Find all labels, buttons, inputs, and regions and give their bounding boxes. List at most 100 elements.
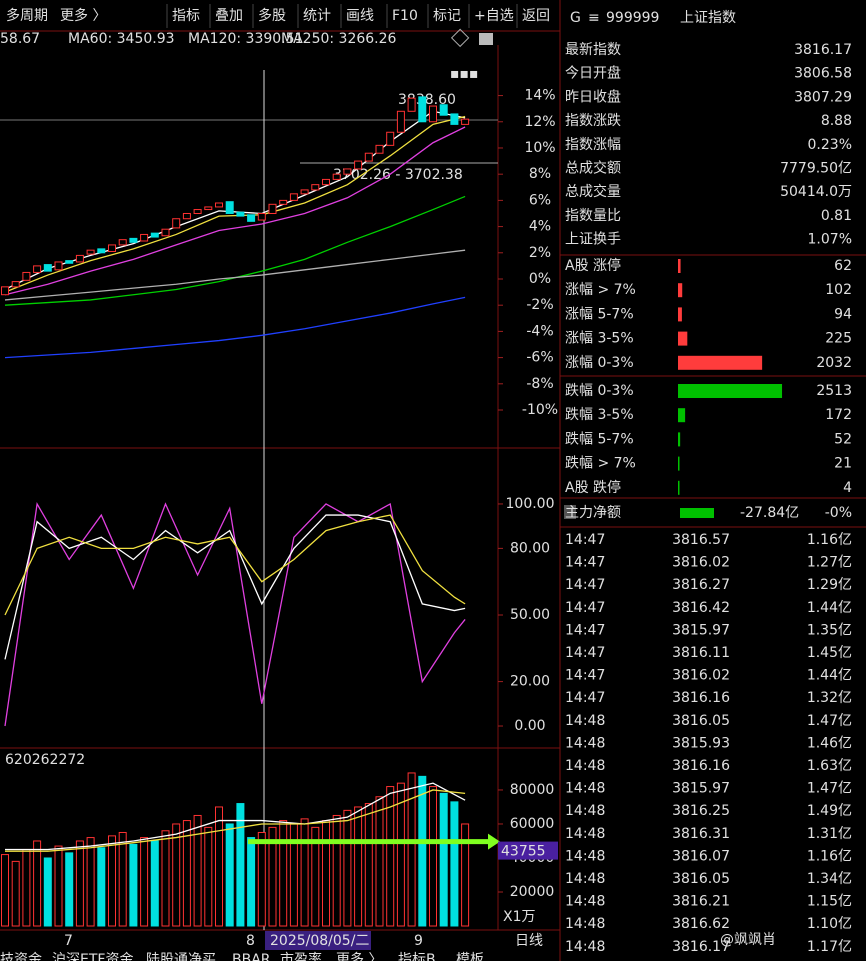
breadth-label: 跌幅 > 7%	[565, 456, 636, 472]
breadth-bar	[678, 408, 686, 423]
x-tick-label: 2025/08/05/二	[270, 933, 369, 949]
quote-value: 3807.29	[794, 89, 852, 105]
trade-time: 14:47	[565, 532, 605, 548]
quote-value: 50414.0万	[780, 184, 852, 200]
trade-price: 3816.05	[672, 713, 730, 729]
stock-code: 999999	[606, 10, 659, 26]
toolbar-button[interactable]: 统计	[303, 8, 331, 24]
quote-value: 3806.58	[794, 66, 852, 82]
bottom-tab[interactable]: BBAR	[232, 952, 271, 961]
breadth-value: 2032	[816, 355, 852, 371]
trade-time: 14:48	[565, 803, 605, 819]
quote-value: 0.81	[821, 208, 852, 224]
watermark: @飒飒肖	[720, 932, 776, 948]
breadth-bar	[678, 456, 680, 471]
trade-amount: 1.44亿	[807, 668, 852, 684]
trade-price: 3816.62	[672, 916, 730, 932]
trade-amount: 1.15亿	[807, 894, 852, 910]
trade-amount: 1.47亿	[807, 781, 852, 797]
volume-bar	[375, 796, 384, 927]
trade-price: 3816.02	[672, 555, 730, 571]
low-label: 3702.26 - 3702.38	[333, 167, 463, 183]
candle	[118, 239, 127, 246]
diamond-icon[interactable]	[450, 28, 470, 48]
bottom-tab[interactable]: 更多 〉	[336, 951, 382, 961]
breadth-label: 涨幅 3-5%	[565, 331, 634, 347]
toolbar-button[interactable]: 多股	[258, 7, 286, 24]
trade-amount: 1.45亿	[807, 645, 852, 661]
trade-time: 14:47	[565, 622, 605, 638]
candle	[140, 233, 149, 242]
indicator-line	[4, 249, 466, 301]
breadth-value: 225	[825, 331, 852, 347]
flow-pct: -0%	[825, 505, 852, 521]
breadth-bar	[678, 432, 681, 447]
bottom-tab[interactable]: 技资金	[0, 952, 42, 961]
breadth-value: 4	[843, 480, 852, 496]
candle	[43, 264, 52, 272]
menu-item[interactable]: 多周期	[6, 7, 48, 24]
volume-bar	[236, 803, 245, 927]
menu-item[interactable]: 更多 〉	[60, 7, 106, 24]
y-tick-label: 8%	[529, 166, 551, 182]
toolbar-button[interactable]: 叠加	[215, 8, 243, 24]
volume-bar	[407, 772, 416, 927]
trade-time: 14:48	[565, 758, 605, 774]
volume-bar	[65, 852, 74, 927]
trade-time: 14:48	[565, 871, 605, 887]
candle	[11, 281, 20, 288]
toolbar-button[interactable]: 标记	[433, 8, 461, 24]
flow-icon	[564, 505, 576, 519]
quote-value: 3816.17	[794, 42, 852, 58]
ma-legend: MA120: 3390.51	[188, 31, 303, 47]
volume-bar	[311, 826, 320, 927]
quote-label: 指数涨跌	[565, 113, 621, 129]
trade-time: 14:48	[565, 894, 605, 910]
trade-amount: 1.47亿	[807, 713, 852, 729]
breadth-bar	[678, 480, 680, 495]
trade-time: 14:47	[565, 645, 605, 661]
breadth-bar	[678, 384, 783, 398]
toolbar-button[interactable]: F10	[392, 8, 418, 24]
y-tick-label: 0.00	[514, 718, 545, 734]
candle	[1, 286, 9, 296]
indicator-line	[4, 296, 466, 359]
y-tick-label: 10%	[524, 140, 555, 156]
bottom-tab[interactable]: 陆股通净买	[146, 952, 216, 961]
indicator-line	[4, 195, 466, 306]
trade-price: 3816.31	[672, 826, 730, 842]
volume-bar	[97, 847, 106, 927]
bottom-tab[interactable]: 市盈率	[280, 951, 322, 961]
toolbar-button[interactable]: 指标	[172, 8, 200, 24]
quote-label: 昨日收盘	[565, 88, 621, 105]
trade-time: 14:48	[565, 735, 605, 751]
indicator-line	[4, 502, 466, 727]
toolbar-button[interactable]: +自选	[474, 8, 514, 24]
breadth-label: 涨幅 0-3%	[565, 355, 634, 371]
trade-amount: 1.16亿	[807, 848, 852, 864]
trade-price: 3816.16	[672, 690, 730, 706]
candle	[150, 232, 159, 238]
volume-bar	[332, 814, 341, 927]
date-box	[265, 931, 371, 950]
trade-amount: 1.63亿	[807, 758, 852, 774]
y-tick-label: -8%	[526, 376, 553, 392]
candle	[22, 271, 31, 281]
bottom-tab[interactable]: 沪深ETF资金	[52, 952, 133, 961]
trade-amount: 1.17亿	[807, 939, 852, 955]
trade-price: 3816.16	[672, 758, 730, 774]
volume-total: 620262272	[5, 752, 85, 768]
bottom-tab[interactable]: 模板	[456, 952, 484, 961]
window-icon[interactable]	[479, 33, 493, 45]
more-dots[interactable]: ▪▪▪	[450, 66, 478, 82]
trade-time: 14:48	[565, 916, 605, 932]
trade-amount: 1.27亿	[807, 555, 852, 571]
quote-label: 总成交量	[565, 183, 621, 200]
toolbar-button[interactable]: 画线	[346, 8, 374, 24]
candle	[439, 104, 448, 116]
toolbar-button[interactable]: 返回	[522, 8, 550, 24]
volume-bar	[75, 840, 84, 927]
volume-bar	[354, 806, 363, 927]
bottom-tab[interactable]: 指标B	[398, 952, 436, 961]
y-tick-label: 80000	[510, 782, 555, 798]
